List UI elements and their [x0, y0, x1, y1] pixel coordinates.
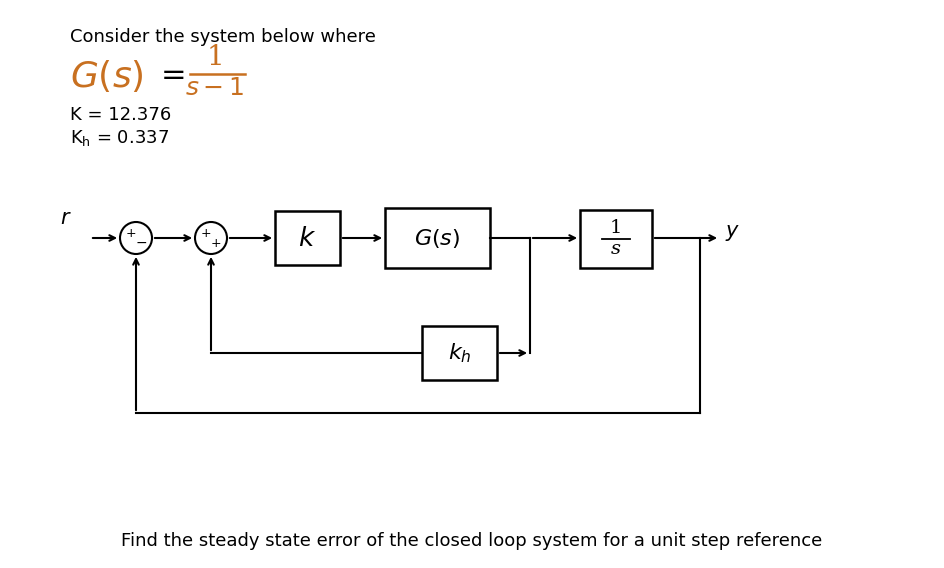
Text: $G(s)$: $G(s)$	[414, 227, 461, 249]
Text: $y$: $y$	[725, 223, 740, 243]
Text: $k$: $k$	[298, 225, 316, 250]
Text: +: +	[211, 236, 221, 249]
Text: s: s	[611, 240, 621, 258]
FancyBboxPatch shape	[385, 208, 490, 268]
Text: $r$: $r$	[60, 208, 72, 228]
Text: Find the steady state error of the closed loop system for a unit step reference: Find the steady state error of the close…	[122, 532, 822, 550]
FancyBboxPatch shape	[422, 326, 497, 380]
FancyBboxPatch shape	[275, 211, 340, 265]
Text: $k_h$: $k_h$	[447, 341, 471, 365]
Text: $G(s)$: $G(s)$	[70, 58, 143, 94]
Text: $s-1$: $s-1$	[185, 77, 244, 100]
FancyBboxPatch shape	[580, 210, 652, 268]
Text: +: +	[201, 227, 211, 240]
Text: K$_\mathregular{h}$ = 0.337: K$_\mathregular{h}$ = 0.337	[70, 128, 169, 148]
Text: K = 12.376: K = 12.376	[70, 106, 171, 124]
Text: −: −	[135, 236, 147, 250]
Text: Consider the system below where: Consider the system below where	[70, 28, 376, 46]
Text: 1: 1	[610, 219, 622, 237]
Text: +: +	[126, 227, 136, 240]
Text: 1: 1	[206, 44, 224, 71]
Text: $=$: $=$	[155, 58, 185, 89]
